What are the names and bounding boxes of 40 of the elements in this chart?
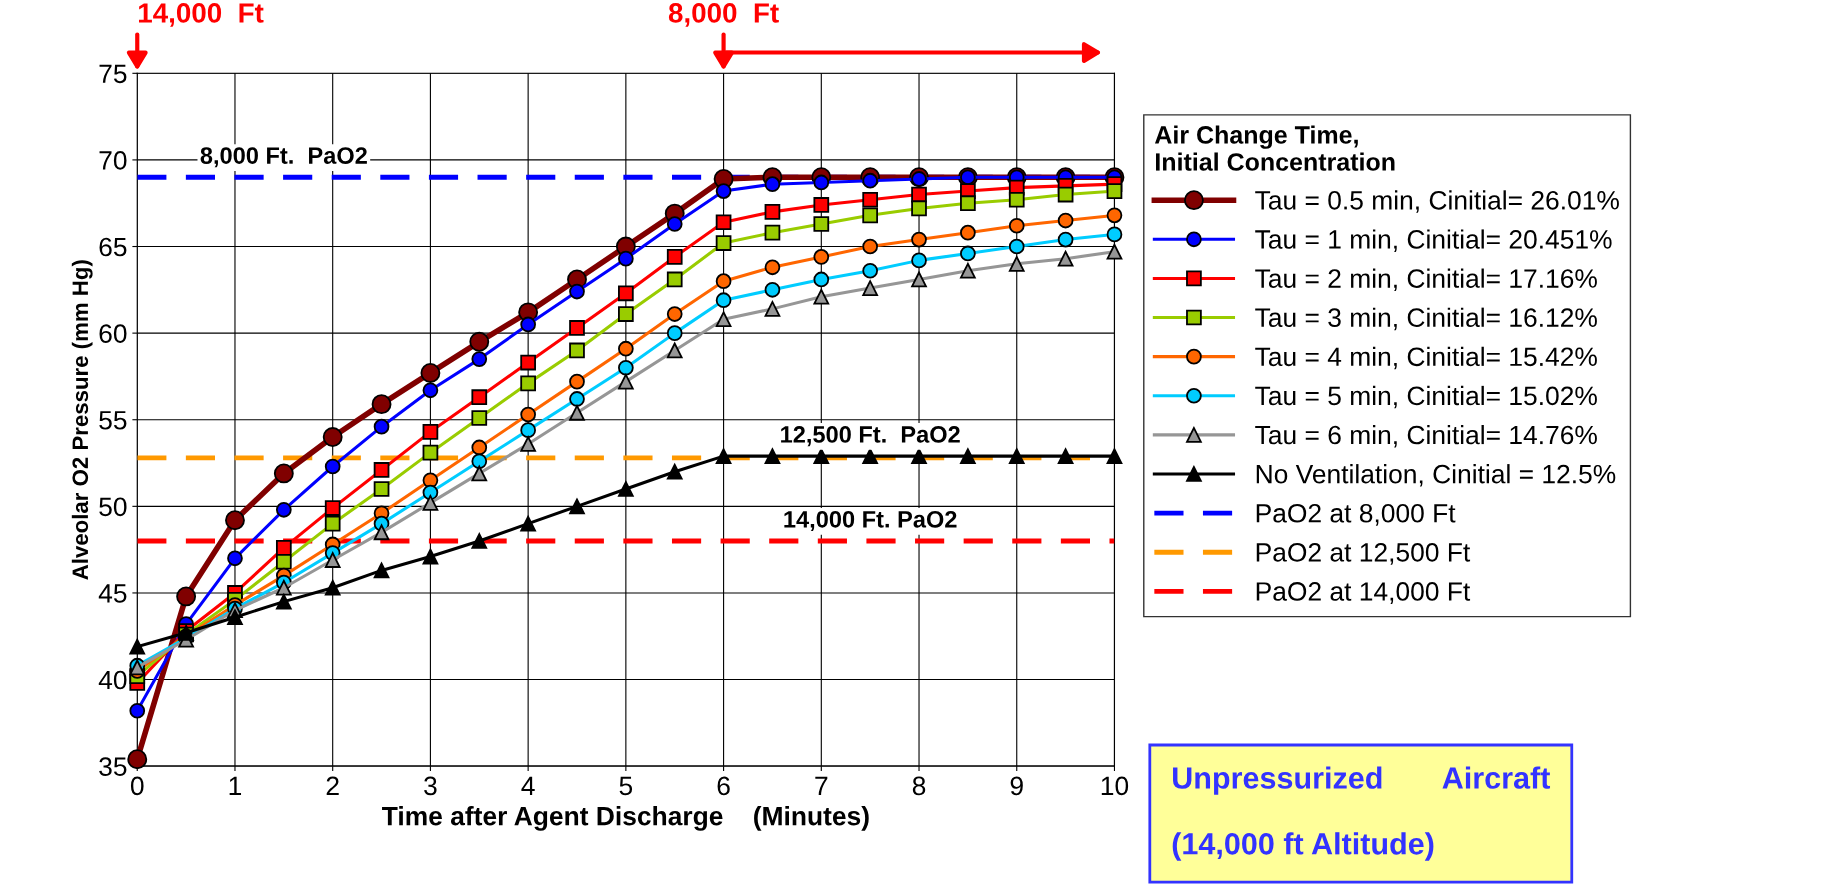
x-tick-label: 2 (326, 776, 339, 795)
text: 8,000 Ft (668, 3, 779, 27)
x-tick-label: 9 (1010, 776, 1023, 796)
legend-title: Air Change Time, Initial Concentration (1154, 125, 1395, 171)
x-tick-label: 7 (815, 776, 828, 795)
text: Unpressurized Aircraft (14,000 ft Altitude) (1172, 766, 1551, 861)
y-tick-label: 40 (98, 670, 127, 690)
y-tick-label: 75 (99, 64, 127, 84)
x-tick-label: 10 (1101, 776, 1129, 796)
legend-label: Tau = 1 min, Cinitial= 20.451% (1255, 229, 1612, 252)
x-axis-title: Time after Agent Discharge (Minutes) (382, 806, 869, 831)
legend-label: Tau = 5 min, Cinitial= 15.02% (1255, 385, 1597, 409)
y-tick-label: 45 (98, 584, 127, 603)
annotation: 14,000 Ft. PaO2 (784, 510, 957, 532)
x-tick-label: 0 (130, 776, 144, 796)
legend-label: Tau = 4 min, Cinitial= 15.42% (1255, 346, 1597, 370)
legend-label: No Ventilation, Cinitial = 12.5% (1256, 464, 1616, 487)
legend-label: PaO2 at 12,500 Ft (1256, 543, 1471, 565)
y-tick-label: 35 (99, 757, 127, 776)
x-tick-label: 1 (229, 776, 242, 795)
legend-label: PaO2 at 14,000 Ft (1256, 582, 1471, 604)
y-axis-title: Alveolar O2 Pressure (mm Hg) (71, 260, 93, 580)
y-tick-label: 55 (99, 411, 127, 430)
annotation: 8,000 Ft. PaO2 (200, 147, 367, 168)
text: 14,000 Ft (139, 3, 264, 27)
legend-label: Tau = 0.5 min, Cinitial= 26.01% (1255, 190, 1619, 213)
legend-label: Tau = 6 min, Cinitial= 14.76% (1255, 424, 1597, 448)
x-tick-label: 8 (912, 776, 926, 796)
x-tick-label: 3 (424, 776, 437, 796)
legend-label: Tau = 3 min, Cinitial= 16.12% (1255, 307, 1597, 331)
y-tick-label: 65 (99, 237, 127, 257)
y-tick-label: 60 (99, 324, 127, 343)
x-tick-label: 5 (619, 776, 633, 796)
annotation: 12,500 Ft. PaO2 (781, 426, 960, 447)
y-tick-label: 50 (99, 497, 127, 517)
legend-label: Tau = 2 min, Cinitial= 17.16% (1255, 268, 1597, 292)
y-tick-label: 70 (99, 151, 127, 170)
x-tick-label: 6 (717, 776, 730, 796)
legend-label: PaO2 at 8,000 Ft (1256, 503, 1456, 526)
x-tick-label: 4 (521, 776, 535, 795)
